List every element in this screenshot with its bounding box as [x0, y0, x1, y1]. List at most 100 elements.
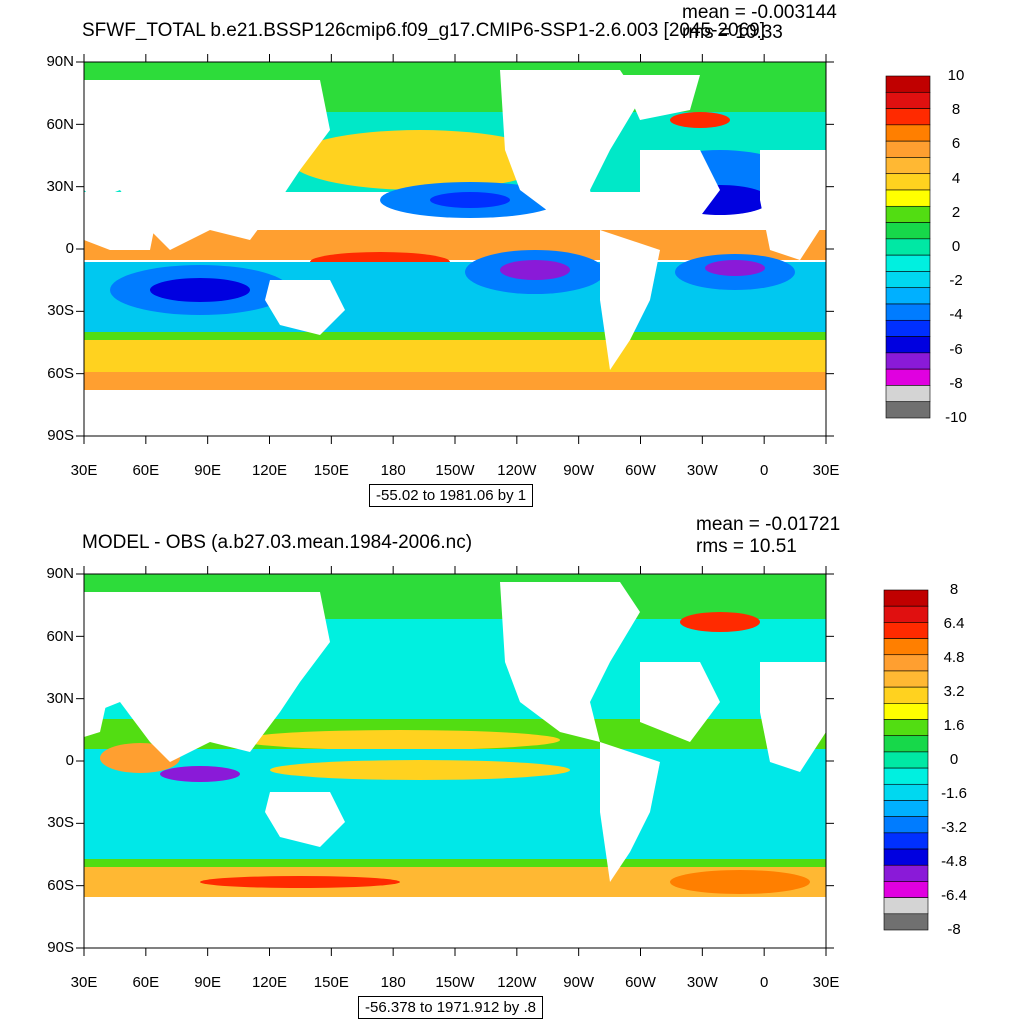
top-colorbar-swatch: [885, 368, 931, 386]
bottom-xlabel-4: 150E: [313, 974, 349, 991]
bottom-map-svg: [76, 566, 929, 956]
bottom-colorbar-label: -1.6: [941, 785, 967, 802]
top-ylabel-30s: 30S: [47, 302, 74, 319]
bottom-ylabel-60n: 60N: [46, 628, 74, 645]
top-colorbar-swatch: [885, 173, 931, 191]
bottom-info-box: -56.378 to 1971.912 by .8: [358, 996, 543, 1019]
bottom-colorbar-label: -6.4: [941, 887, 967, 904]
bottom-colorbar-swatch: [883, 703, 929, 720]
top-ylabel-60n: 60N: [46, 116, 74, 133]
top-colorbar-swatch: [885, 287, 931, 305]
bottom-colorbar-label: -3.2: [941, 819, 967, 836]
bottom-xlabel-1: 60E: [132, 974, 160, 991]
bottom-ylabel-eq: 0: [65, 752, 74, 769]
bottom-title: MODEL - OBS (a.b27.03.mean.1984-2006.nc): [82, 532, 473, 553]
bottom-colorbar-swatch: [883, 864, 929, 882]
bottom-colorbar-swatch: [883, 800, 929, 817]
top-xlabel-5: 180: [380, 462, 406, 479]
bottom-xlabel-9: 60W: [625, 974, 656, 991]
bottom-colorbar-label: -4.8: [941, 853, 967, 870]
top-xlabel-9: 60W: [625, 462, 656, 479]
bottom-mean: mean = -0.01721: [696, 514, 841, 535]
bottom-xlabel-6: 150W: [435, 974, 475, 991]
top-colorbar-swatch: [885, 319, 931, 337]
top-xlabel-10: 30W: [686, 462, 718, 479]
bottom-colorbar-swatch: [883, 783, 929, 801]
bottom-xlabel-10: 30W: [686, 974, 718, 991]
top-xlabel-8: 90W: [563, 462, 595, 479]
bottom-xlabel-5: 180: [380, 974, 406, 991]
bottom-tick-marks: [76, 566, 834, 956]
bottom-ylabel-30n: 30N: [46, 690, 74, 707]
top-colorbar-swatch: [885, 336, 931, 354]
bottom-ylabel-90s: 90S: [47, 939, 74, 956]
top-xlabel-4: 150E: [313, 462, 349, 479]
top-colorbar-swatch: [885, 205, 931, 223]
bottom-colorbar-swatch: [883, 735, 929, 753]
bottom-ylabel-90n: 90N: [46, 565, 74, 582]
bottom-ylabel-30s: 30S: [47, 814, 74, 831]
top-colorbar-swatch: [885, 140, 931, 158]
bottom-rms: rms = 10.51: [696, 536, 797, 557]
top-colorbar-label: -6: [949, 340, 963, 358]
bottom-colorbar-swatch: [883, 605, 929, 623]
top-colorbar-swatch: [885, 157, 931, 175]
bottom-colorbar-swatch: [883, 751, 929, 769]
bottom-panel: MODEL - OBS (a.b27.03.mean.1984-2006.nc)…: [0, 512, 1024, 1024]
bottom-colorbar-label: 6.4: [943, 615, 965, 632]
top-ylabel-90n: 90N: [46, 53, 74, 70]
top-colorbar-label: -8: [949, 374, 963, 392]
top-ylabel-30n: 30N: [46, 178, 74, 195]
top-colorbar-swatch: [885, 189, 931, 207]
bottom-colorbar-swatch: [883, 622, 929, 639]
top-colorbar-label: -2: [949, 272, 963, 290]
bottom-colorbar-swatch: [883, 832, 929, 850]
top-xlabel-12: 30E: [812, 462, 840, 479]
bottom-colorbar-swatch: [883, 881, 929, 898]
bottom-xlabel-2: 90E: [194, 974, 221, 991]
bottom-ylabel-60s: 60S: [47, 877, 74, 894]
bottom-colorbar-swatch: [883, 767, 929, 785]
top-colorbar-swatch: [885, 238, 931, 256]
bottom-colorbar: [883, 589, 929, 931]
top-colorbar-swatch: [885, 222, 931, 240]
top-colorbar-label: 2: [951, 203, 961, 221]
top-colorbar-swatch: [885, 271, 931, 289]
bottom-continents: [84, 582, 826, 948]
top-colorbar-swatch: [885, 254, 931, 272]
top-colorbar-label: 10: [947, 67, 965, 84]
top-colorbar-label: 0: [951, 238, 961, 255]
bottom-colorbar-label: 0: [949, 751, 959, 768]
top-ylabel-eq: 0: [65, 240, 74, 257]
top-ylabel-60s: 60S: [47, 365, 74, 382]
top-colorbar-label: -10: [945, 409, 967, 426]
top-rms: rms = 10.33: [682, 22, 783, 43]
top-colorbar-label: 4: [951, 169, 961, 187]
top-ylabel-90s: 90S: [47, 427, 74, 444]
bottom-colorbar-label: 8: [949, 581, 959, 598]
bottom-xlabel-12: 30E: [812, 974, 840, 991]
bottom-colorbar-swatch: [883, 913, 929, 931]
bottom-colorbar-swatch: [883, 589, 929, 607]
bottom-colorbar-swatch: [883, 897, 929, 915]
bottom-colorbar-label: -8: [947, 921, 961, 938]
top-colorbar: [885, 75, 931, 419]
top-colorbar-swatch: [885, 108, 931, 126]
bottom-colorbar-label: 1.6: [943, 717, 965, 734]
top-colorbar-label: 8: [951, 101, 961, 119]
top-colorbar-swatch: [885, 75, 931, 93]
bottom-colorbar-swatch: [883, 638, 929, 656]
top-colorbar-swatch: [885, 352, 931, 370]
bottom-colorbar-label: 3.2: [943, 683, 965, 700]
top-colorbar-swatch: [885, 124, 931, 142]
bottom-xlabel-8: 90W: [563, 974, 595, 991]
bottom-colorbar-swatch: [883, 719, 929, 737]
top-panel: SFWF_TOTAL b.e21.BSSP126cmip6.f09_g17.CM…: [46, 2, 967, 507]
bottom-xlabel-0: 30E: [70, 974, 98, 991]
bottom-colorbar-swatch: [883, 670, 929, 688]
top-colorbar-swatch: [885, 91, 931, 109]
top-colorbar-swatch: [885, 385, 931, 403]
bottom-colorbar-swatch: [883, 654, 929, 672]
top-mean: mean = -0.003144: [682, 2, 837, 23]
top-colorbar-label: 6: [951, 135, 961, 153]
